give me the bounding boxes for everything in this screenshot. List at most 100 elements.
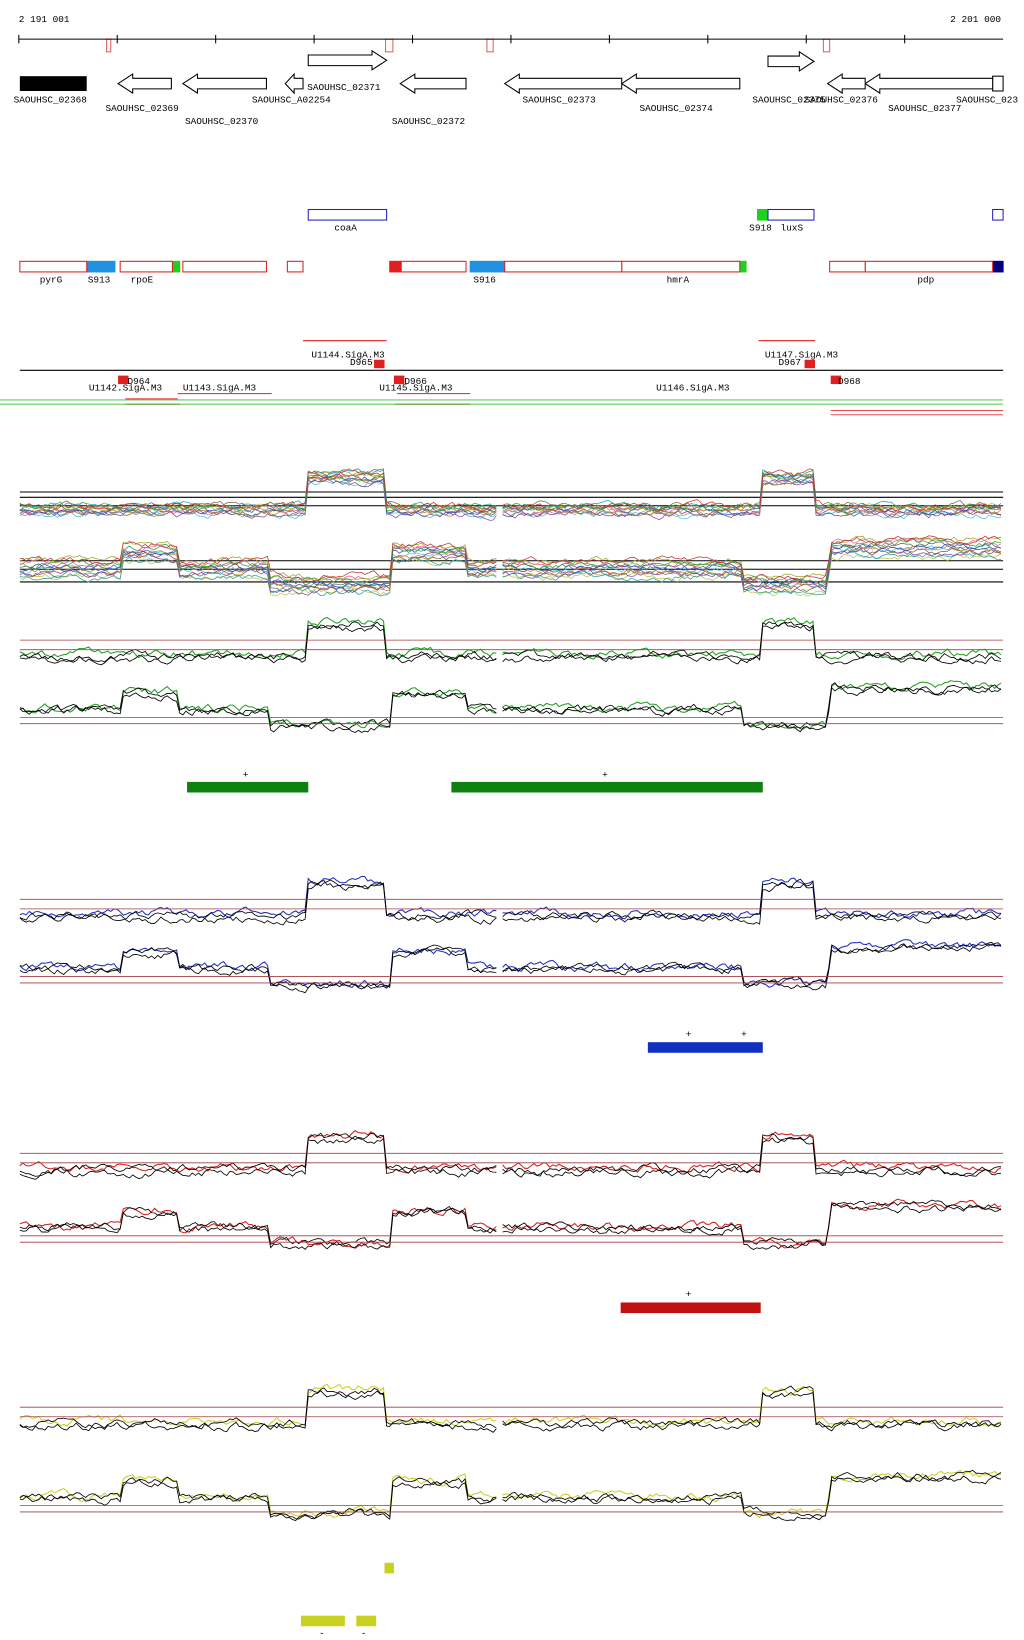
signal xyxy=(502,682,1002,731)
promoter-box xyxy=(374,359,385,369)
signal xyxy=(502,546,1002,593)
promoter-label: U1145.SigA.M3 xyxy=(379,382,453,393)
signal xyxy=(502,680,1002,730)
signal xyxy=(19,474,497,516)
feature xyxy=(767,208,815,221)
signal xyxy=(19,947,497,988)
gene-arrow xyxy=(826,73,866,95)
gene-arrow xyxy=(620,73,741,95)
promoter-label: U1146.SigA.M3 xyxy=(656,382,730,393)
signal xyxy=(502,621,1002,663)
signal xyxy=(502,686,1002,733)
segment-mark: - xyxy=(319,1628,325,1639)
signal xyxy=(502,543,1002,588)
gene-label: SAOUHSC_02377 xyxy=(888,103,961,114)
promoter-labels: U1144.SigA.M3 D965 U1147.SigA.M3 D967 D9… xyxy=(89,350,861,394)
segment-bar xyxy=(384,1562,394,1574)
signal xyxy=(502,942,1002,987)
signal xyxy=(19,1383,497,1427)
signal xyxy=(19,478,497,521)
signal xyxy=(502,1386,1002,1428)
feature xyxy=(182,260,267,273)
promoter-box xyxy=(393,375,405,385)
feature-label: S918 xyxy=(749,223,772,234)
feature xyxy=(992,260,1004,273)
signal xyxy=(502,1385,1002,1429)
signal xyxy=(19,546,497,588)
gene-box xyxy=(19,76,87,91)
signal xyxy=(19,474,497,516)
signal xyxy=(19,547,497,589)
signal xyxy=(502,468,1002,512)
signal xyxy=(19,1207,497,1250)
signal xyxy=(19,1130,497,1174)
gene-label: SAOUHSC_02374 xyxy=(639,103,713,114)
feature xyxy=(469,260,506,273)
segment-mark: + xyxy=(686,1029,692,1040)
signal xyxy=(502,551,1002,596)
signal xyxy=(502,1469,1002,1517)
signal xyxy=(19,1136,497,1180)
signal xyxy=(19,541,497,582)
signal xyxy=(19,624,497,666)
signal xyxy=(502,539,1002,588)
segment-mark: - xyxy=(361,1628,367,1639)
segment-marks: + + + + + - - xyxy=(243,770,747,1639)
signal xyxy=(19,616,497,661)
signal xyxy=(19,551,497,596)
signal xyxy=(19,880,497,926)
signal xyxy=(19,690,497,733)
feature xyxy=(119,260,173,273)
promoter-label: D964 xyxy=(127,376,150,387)
signal xyxy=(19,621,497,663)
signal xyxy=(19,540,497,581)
gene-arrow xyxy=(307,49,388,71)
signal xyxy=(19,687,497,730)
gene-labels: SAOUHSC_02368 SAOUHSC_02369 SAOUHSC_0237… xyxy=(14,82,1019,127)
feature xyxy=(829,260,866,273)
signal xyxy=(19,1205,497,1246)
ruler-marker xyxy=(486,38,494,53)
segment-bar xyxy=(620,1302,761,1314)
signal xyxy=(502,553,1002,597)
signal xyxy=(19,474,497,518)
ruler-marker xyxy=(106,38,112,53)
signal xyxy=(19,468,497,512)
segment-mark: + xyxy=(602,770,608,781)
ruler-start: 2 191 001 xyxy=(19,14,70,25)
feature-label: luxS xyxy=(781,223,804,234)
segment-mark: + xyxy=(741,1029,747,1040)
promoter-label: D966 xyxy=(404,376,427,387)
gene-arrow xyxy=(503,73,623,95)
gene-arrow xyxy=(864,73,994,95)
signal xyxy=(19,544,497,584)
segment-bar xyxy=(451,781,763,793)
gene-arrow xyxy=(117,73,172,95)
gene-label: SAOUHSC_02372 xyxy=(392,116,465,127)
signal xyxy=(502,469,1002,512)
feature-labels: coaA S918 luxS pyrG S913 rpoE S916 hmrA … xyxy=(40,223,935,286)
promoter-label: D967 xyxy=(778,357,801,368)
gene-label: SAOUHSC_02370 xyxy=(185,116,259,127)
gene-label: SAOUHSC_02369 xyxy=(106,103,180,114)
signal xyxy=(502,538,1002,585)
feature xyxy=(992,208,1004,221)
promoter-label: D968 xyxy=(838,376,861,387)
gene-label: SAOUHSC_02368 xyxy=(14,95,88,106)
gene-label: SAOUHSC_A02254 xyxy=(252,95,331,106)
gene-box xyxy=(992,75,1004,92)
ruler-end: 2 201 000 xyxy=(950,14,1001,25)
feature xyxy=(86,260,116,273)
signal xyxy=(502,877,1002,920)
signal xyxy=(19,1390,497,1433)
feature-label: rpoE xyxy=(131,274,154,285)
feature xyxy=(389,260,402,273)
feature-label: S913 xyxy=(88,274,111,285)
signal xyxy=(502,1136,1002,1179)
signal xyxy=(19,879,497,921)
signal xyxy=(502,1472,1002,1521)
segment-bar xyxy=(356,1615,377,1627)
feature-label: coaA xyxy=(334,223,357,234)
feature xyxy=(286,260,304,273)
